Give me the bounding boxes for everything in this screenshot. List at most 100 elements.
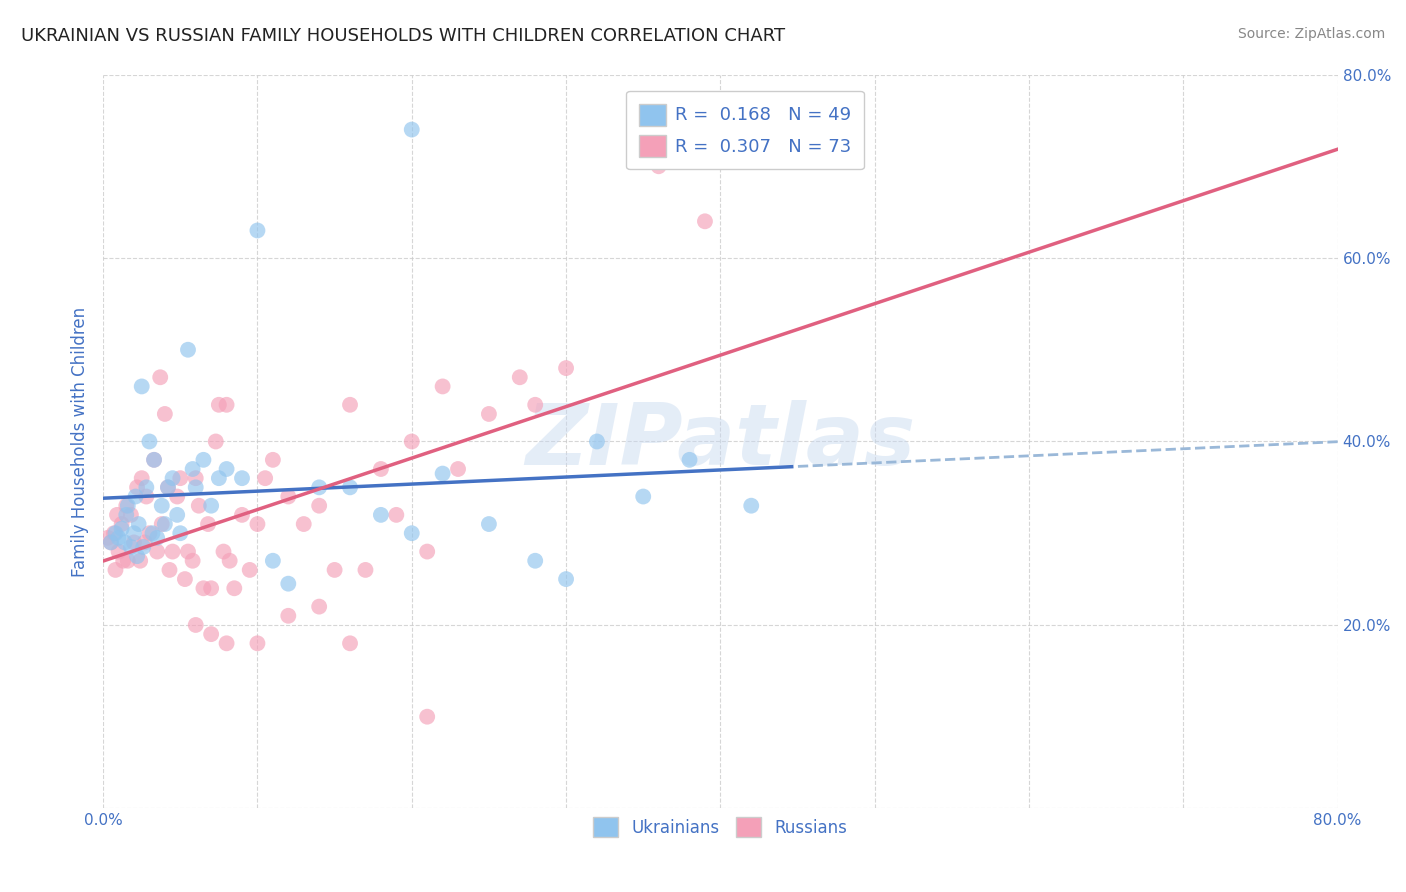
Point [143, 453, 166, 467]
Point [208, 471, 231, 485]
Point [166, 508, 188, 522]
Point [308, 599, 330, 614]
Point [555, 572, 578, 586]
Point [262, 453, 284, 467]
Point [131, 471, 153, 485]
Point [401, 122, 423, 136]
Text: ZIPatlas: ZIPatlas [526, 400, 915, 483]
Y-axis label: Family Households with Children: Family Households with Children [72, 307, 89, 576]
Point [478, 407, 501, 421]
Point [124, 490, 146, 504]
Point [586, 434, 609, 449]
Point [115, 499, 138, 513]
Point [150, 516, 173, 531]
Point [149, 370, 172, 384]
Point [647, 159, 669, 173]
Point [169, 471, 191, 485]
Point [184, 618, 207, 632]
Point [177, 544, 200, 558]
Point [478, 516, 501, 531]
Point [181, 554, 204, 568]
Point [200, 627, 222, 641]
Point [181, 462, 204, 476]
Point [246, 636, 269, 650]
Point [292, 516, 315, 531]
Point [156, 480, 179, 494]
Point [146, 531, 169, 545]
Point [128, 516, 150, 531]
Point [416, 709, 439, 723]
Point [218, 554, 240, 568]
Point [231, 471, 253, 485]
Point [308, 480, 330, 494]
Point [143, 453, 166, 467]
Point [215, 398, 238, 412]
Point [125, 480, 148, 494]
Point [740, 499, 762, 513]
Point [184, 471, 207, 485]
Point [246, 516, 269, 531]
Point [169, 526, 191, 541]
Text: UKRAINIAN VS RUSSIAN FAMILY HOUSEHOLDS WITH CHILDREN CORRELATION CHART: UKRAINIAN VS RUSSIAN FAMILY HOUSEHOLDS W… [21, 27, 785, 45]
Point [193, 453, 215, 467]
Point [555, 361, 578, 376]
Point [166, 490, 188, 504]
Point [401, 526, 423, 541]
Point [693, 214, 716, 228]
Point [277, 490, 299, 504]
Point [187, 499, 209, 513]
Text: Source: ZipAtlas.com: Source: ZipAtlas.com [1237, 27, 1385, 41]
Point [134, 535, 156, 549]
Point [432, 379, 454, 393]
Point [125, 549, 148, 563]
Point [122, 526, 145, 541]
Point [122, 535, 145, 549]
Point [107, 544, 129, 558]
Point [112, 554, 135, 568]
Point [141, 526, 163, 541]
Point [200, 499, 222, 513]
Point [115, 508, 138, 522]
Point [150, 499, 173, 513]
Point [277, 608, 299, 623]
Point [174, 572, 197, 586]
Point [135, 480, 157, 494]
Point [204, 434, 226, 449]
Point [197, 516, 219, 531]
Legend: Ukrainians, Russians: Ukrainians, Russians [586, 811, 855, 844]
Point [370, 508, 392, 522]
Point [153, 516, 176, 531]
Point [447, 462, 470, 476]
Point [401, 434, 423, 449]
Point [162, 471, 184, 485]
Point [153, 407, 176, 421]
Point [100, 535, 122, 549]
Point [120, 540, 142, 554]
Point [254, 471, 277, 485]
Point [323, 563, 346, 577]
Point [131, 379, 153, 393]
Point [111, 516, 134, 531]
Point [524, 554, 547, 568]
Point [120, 508, 142, 522]
Point [105, 508, 128, 522]
Point [184, 480, 207, 494]
Point [339, 636, 361, 650]
Point [104, 563, 127, 577]
Point [100, 535, 122, 549]
Point [416, 544, 439, 558]
Point [339, 480, 361, 494]
Point [385, 508, 408, 522]
Point [212, 544, 235, 558]
Point [509, 370, 531, 384]
Point [129, 554, 152, 568]
Point [193, 581, 215, 595]
Point [215, 636, 238, 650]
Point [107, 531, 129, 545]
Point [524, 398, 547, 412]
Point [208, 398, 231, 412]
Point [200, 581, 222, 595]
Point [215, 462, 238, 476]
Point [262, 554, 284, 568]
Point [231, 508, 253, 522]
